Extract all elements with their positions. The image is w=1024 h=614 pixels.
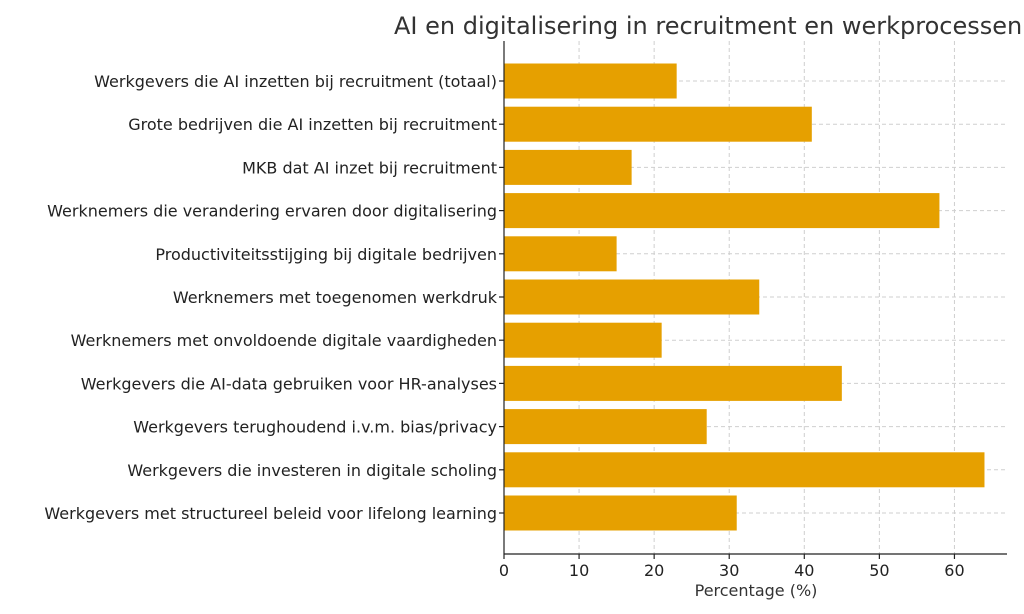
bar-6 [504, 322, 662, 358]
x-tick-label-2: 20 [644, 561, 664, 580]
category-label-2: MKB dat AI inzet bij recruitment [242, 158, 497, 177]
category-label-4: Productiviteitsstijging bij digitale bed… [155, 245, 497, 264]
bars [504, 63, 985, 531]
bar-8 [504, 409, 707, 445]
bar-0 [504, 63, 677, 99]
x-tick-label-6: 60 [944, 561, 964, 580]
category-label-10: Werkgevers met structureel beleid voor l… [44, 504, 497, 523]
x-tick-label-5: 50 [869, 561, 889, 580]
bar-7 [504, 365, 842, 401]
bar-9 [504, 452, 985, 488]
x-tick-label-4: 40 [794, 561, 814, 580]
x-tick-label-1: 10 [569, 561, 589, 580]
axes [499, 41, 1007, 559]
category-label-1: Grote bedrijven die AI inzetten bij recr… [128, 115, 497, 134]
category-label-7: Werkgevers die AI-data gebruiken voor HR… [81, 374, 497, 393]
category-label-6: Werknemers met onvoldoende digitale vaar… [71, 331, 497, 350]
category-label-8: Werkgevers terughoudend i.v.m. bias/priv… [133, 418, 497, 437]
x-tick-label-0: 0 [499, 561, 509, 580]
category-labels: Werkgevers die AI inzetten bij recruitme… [44, 72, 497, 523]
x-axis-label: Percentage (%) [695, 581, 818, 600]
x-tick-labels: 0 10 20 30 40 50 60 [499, 561, 965, 580]
bar-3 [504, 193, 940, 229]
x-tick-label-3: 30 [719, 561, 739, 580]
category-label-9: Werkgevers die investeren in digitale sc… [127, 461, 497, 480]
category-label-0: Werkgevers die AI inzetten bij recruitme… [94, 72, 497, 91]
bar-5 [504, 279, 760, 315]
bar-2 [504, 149, 632, 185]
category-label-3: Werknemers die verandering ervaren door … [47, 202, 497, 221]
bar-1 [504, 106, 812, 142]
chart-title: AI en digitalisering in recruitment en w… [394, 12, 1024, 40]
bar-4 [504, 236, 617, 272]
category-label-5: Werknemers met toegenomen werkdruk [173, 288, 498, 307]
bar-10 [504, 495, 737, 531]
